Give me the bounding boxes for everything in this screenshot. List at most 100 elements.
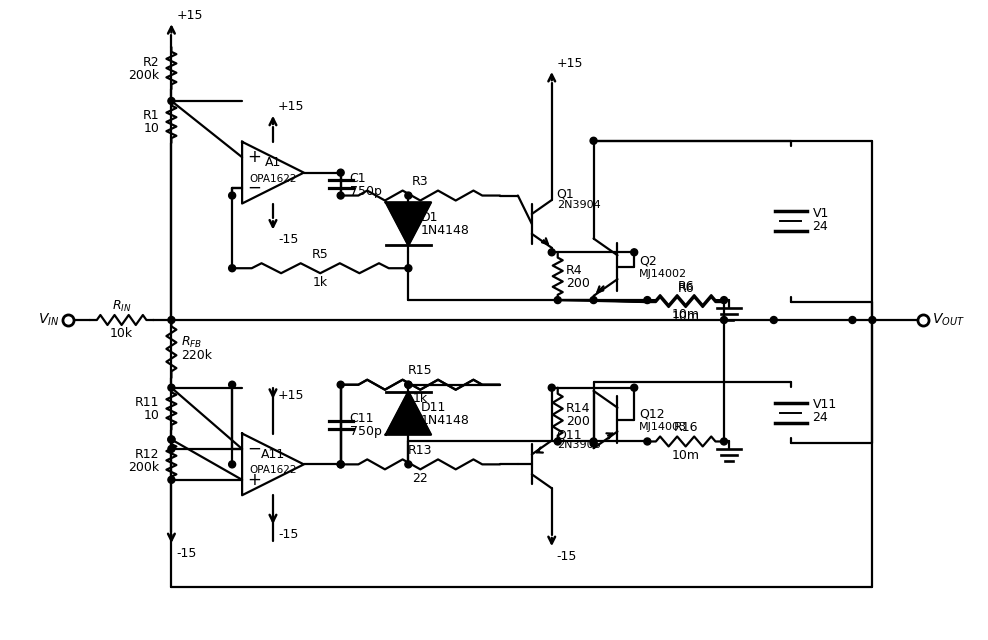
Text: Q2: Q2 [639,255,657,268]
Text: D11: D11 [420,401,446,413]
Circle shape [630,384,637,391]
Circle shape [228,265,235,272]
Text: 24: 24 [812,411,828,424]
Circle shape [868,317,875,323]
Text: 1N4148: 1N4148 [420,225,469,237]
Text: R15: R15 [408,364,433,377]
Text: R4: R4 [566,264,582,276]
Text: 200: 200 [566,415,590,428]
Text: 10m: 10m [672,308,700,321]
Circle shape [590,438,597,445]
Text: 24: 24 [812,220,828,233]
Text: Q12: Q12 [639,407,665,420]
Circle shape [771,317,778,323]
Circle shape [168,436,175,443]
Text: -15: -15 [177,547,197,561]
Polygon shape [385,202,431,246]
Text: Q11: Q11 [556,428,582,441]
Text: MJ14002: MJ14002 [639,269,688,279]
Circle shape [337,169,344,176]
Text: +: + [247,148,261,166]
Circle shape [337,461,344,468]
Text: R1: R1 [143,109,159,122]
Text: 200: 200 [566,276,590,290]
Circle shape [168,445,175,452]
Text: R12: R12 [135,448,159,461]
Circle shape [405,192,412,199]
Text: −: − [247,179,261,197]
Text: R16: R16 [674,421,698,434]
Circle shape [405,461,412,468]
Text: A1: A1 [265,156,282,169]
Circle shape [720,296,727,303]
Text: 1N4148: 1N4148 [420,413,469,427]
Text: Q1: Q1 [556,188,574,200]
Circle shape [554,438,561,445]
Text: 10: 10 [143,122,159,135]
Text: R3: R3 [412,175,429,188]
Circle shape [590,296,597,303]
Circle shape [228,192,235,199]
Text: $R_{IN}$: $R_{IN}$ [112,298,131,314]
Circle shape [590,138,597,144]
Circle shape [405,265,412,272]
Circle shape [168,476,175,483]
Text: R14: R14 [566,402,590,415]
Text: 200k: 200k [128,68,159,81]
Circle shape [720,438,727,445]
Text: 2N3906: 2N3906 [556,440,601,451]
Circle shape [405,381,412,388]
Text: C11: C11 [350,412,374,425]
Text: −: − [247,440,261,458]
Circle shape [548,249,555,256]
Circle shape [630,249,637,256]
Circle shape [168,384,175,391]
Text: 22: 22 [412,472,428,485]
Text: MJ14003: MJ14003 [639,422,688,431]
Text: R2: R2 [143,56,159,68]
Text: -15: -15 [278,527,298,541]
Text: OPA1622: OPA1622 [249,173,296,184]
Polygon shape [385,392,431,435]
Text: $V_{OUT}$: $V_{OUT}$ [932,312,965,328]
Circle shape [168,97,175,104]
Circle shape [337,192,344,199]
Text: C1: C1 [350,172,367,184]
Text: 750p: 750p [350,184,381,198]
Circle shape [590,440,597,447]
Text: 10m: 10m [672,310,700,323]
Text: -15: -15 [278,233,298,246]
Circle shape [720,317,727,323]
Circle shape [548,384,555,391]
Text: $R_{FB}$: $R_{FB}$ [182,335,203,351]
Text: R11: R11 [135,396,159,409]
Text: V11: V11 [812,398,837,411]
Circle shape [849,317,856,323]
Text: A11: A11 [261,448,286,461]
Text: 10k: 10k [110,328,133,340]
Text: 1k: 1k [413,392,428,405]
Text: -15: -15 [556,550,577,563]
Circle shape [168,317,175,323]
Circle shape [228,461,235,468]
Text: 2N3904: 2N3904 [556,200,601,210]
Text: $V_{IN}$: $V_{IN}$ [38,312,59,328]
Circle shape [644,296,651,303]
Text: V1: V1 [812,207,829,220]
Text: 220k: 220k [182,349,212,362]
Text: R6: R6 [678,282,694,294]
Circle shape [554,296,561,303]
Circle shape [644,438,651,445]
Text: 10: 10 [143,409,159,422]
Text: +15: +15 [177,9,203,22]
Text: 200k: 200k [128,461,159,474]
Text: 750p: 750p [350,425,381,438]
Text: R5: R5 [312,248,329,260]
Circle shape [337,461,344,468]
Text: 22: 22 [412,203,428,216]
Circle shape [168,436,175,443]
Text: D1: D1 [420,211,438,225]
Text: R6: R6 [678,280,694,292]
Circle shape [337,381,344,388]
Text: +15: +15 [278,100,304,113]
